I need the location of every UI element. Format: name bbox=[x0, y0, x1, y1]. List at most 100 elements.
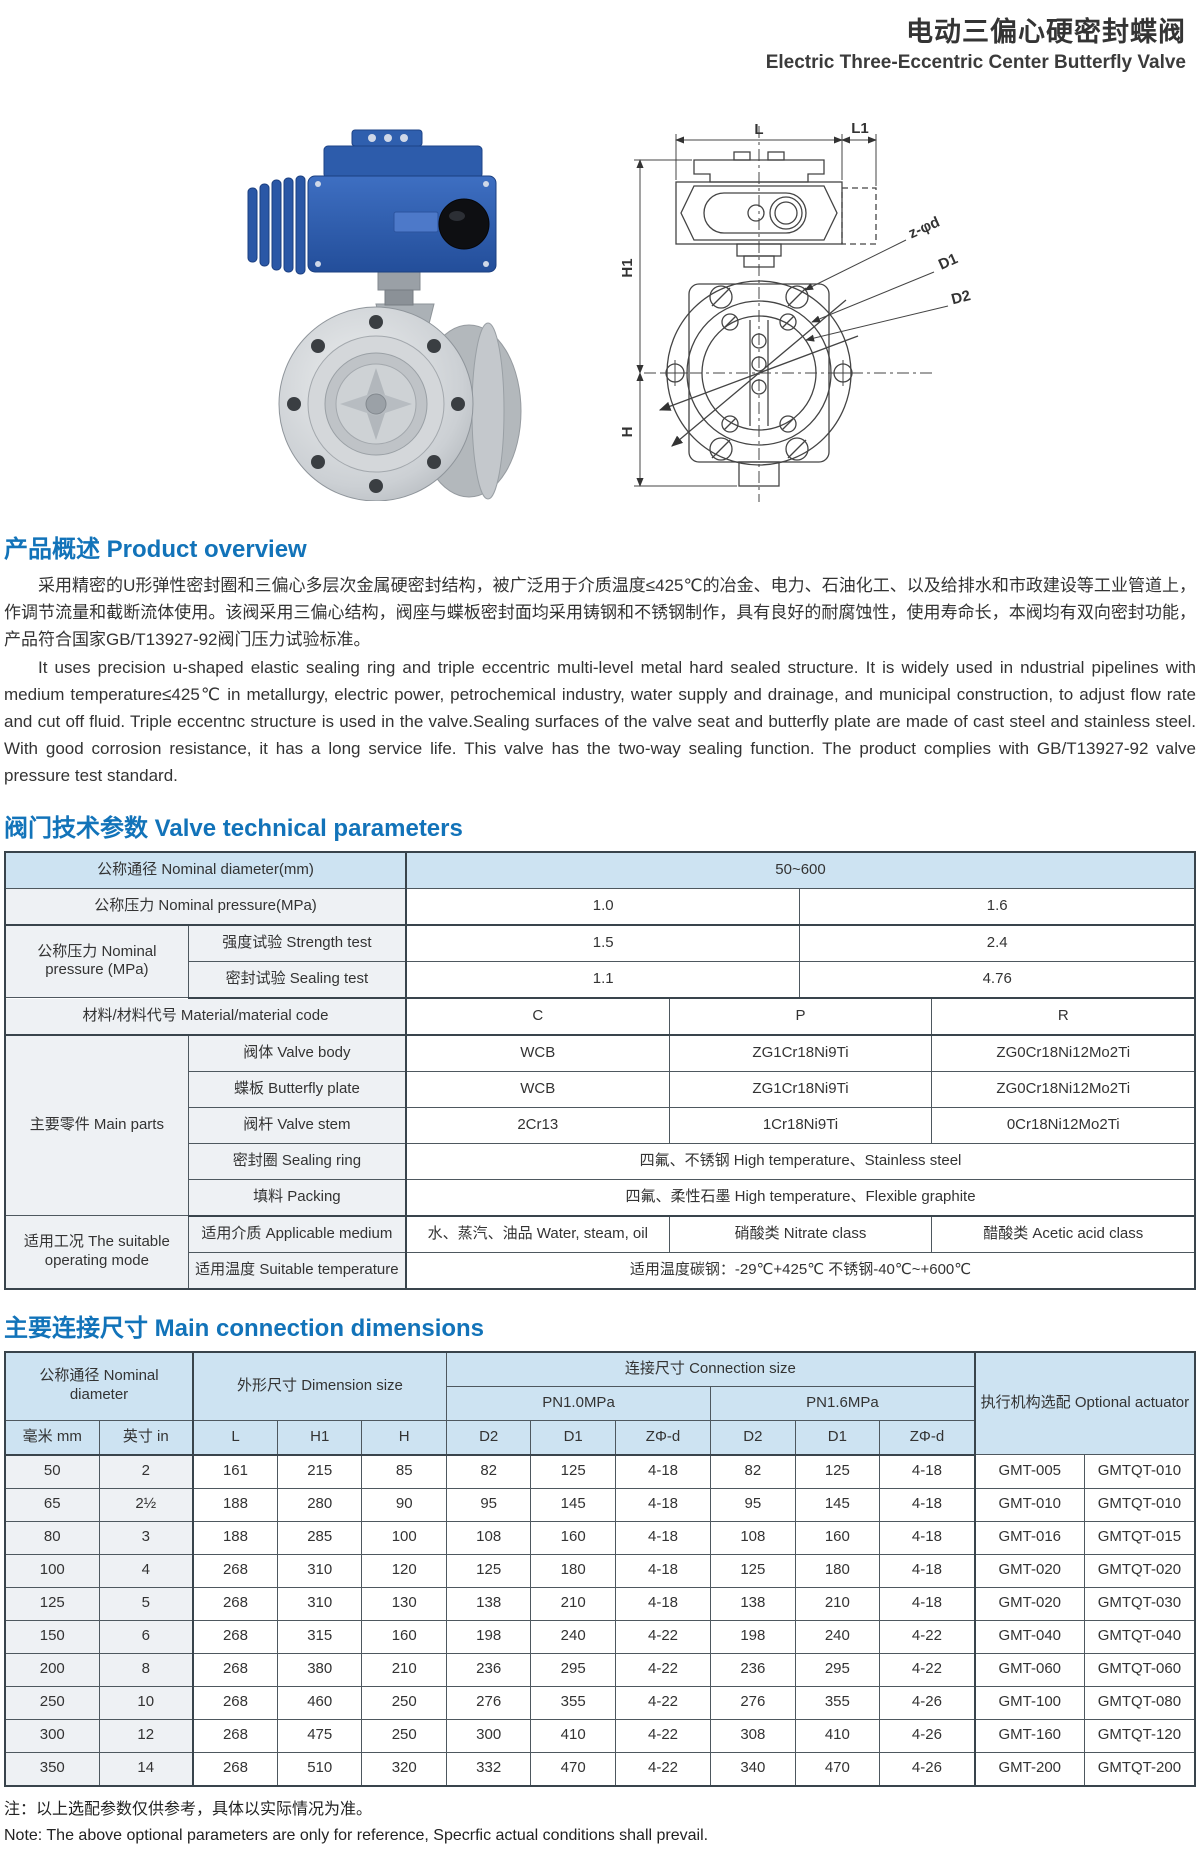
dimension-row: 100 4 268 310 120 125 180 4-18 125 180 4-18 GMT-020… bbox=[4, 1553, 1196, 1588]
dimension-cell: GMTQT-010 bbox=[1083, 1487, 1196, 1522]
dimension-cell: 268 bbox=[191, 1619, 278, 1654]
dimension-cell: 4-22 bbox=[614, 1652, 712, 1687]
dimension-cell: 50 bbox=[4, 1454, 100, 1489]
dimension-cell: 410 bbox=[794, 1718, 881, 1753]
dimension-cell: 250 bbox=[4, 1685, 100, 1720]
dimension-cell: 188 bbox=[191, 1520, 278, 1555]
header-col-d1a: D1 bbox=[530, 1419, 616, 1456]
dimension-cell: 198 bbox=[710, 1619, 796, 1654]
tech-value: 1.5 bbox=[405, 924, 801, 962]
actuator-knob bbox=[438, 198, 490, 250]
dimension-cell: 3 bbox=[98, 1520, 194, 1555]
dimension-cell: 4-22 bbox=[614, 1619, 712, 1654]
row-valve-body: 主要零件 Main parts 阀体 Valve body WCB ZG1Cr1… bbox=[4, 1034, 1196, 1216]
dim-label-d1: D1 bbox=[936, 250, 960, 273]
dimension-cell: GMT-020 bbox=[973, 1553, 1085, 1588]
tech-params-heading: 阀门技术参数 Valve technical parameters bbox=[4, 814, 463, 842]
dimension-cell: 125 bbox=[445, 1553, 532, 1588]
tech-value: WCB bbox=[405, 1034, 670, 1072]
dimension-cell: 475 bbox=[276, 1718, 363, 1753]
dimension-cell: 5 bbox=[98, 1586, 194, 1621]
dimension-cell: GMT-010 bbox=[973, 1487, 1085, 1522]
dimension-cell: GMT-060 bbox=[973, 1652, 1085, 1687]
dimension-cell: 460 bbox=[276, 1685, 363, 1720]
dimension-cell: GMT-200 bbox=[973, 1751, 1085, 1786]
dimension-cell: 125 bbox=[530, 1454, 616, 1489]
tech-value: 硝酸类 Nitrate class bbox=[668, 1215, 933, 1253]
tech-label: 公称通径 Nominal diameter(mm) bbox=[4, 851, 407, 889]
page-title-en: Electric Three-Eccentric Center Butterfl… bbox=[765, 52, 1186, 73]
dimension-cell: 10 bbox=[98, 1685, 194, 1720]
dimension-cell: 125 bbox=[4, 1586, 100, 1621]
dimension-cell: 295 bbox=[794, 1652, 881, 1687]
tech-sublabel: 适用介质 Applicable medium bbox=[187, 1215, 407, 1253]
tech-sublabel: 填料 Packing bbox=[187, 1178, 407, 1217]
dimension-cell: 210 bbox=[794, 1586, 881, 1621]
row-sealing-ring: 密封圈 Sealing ring 四氟、不锈钢 High temperature… bbox=[5, 1142, 1196, 1180]
tech-sublabel: 密封试验 Sealing test bbox=[187, 960, 407, 999]
tech-sublabel: 阀杆 Valve stem bbox=[187, 1106, 407, 1144]
dimension-cell: 82 bbox=[710, 1454, 796, 1489]
dimension-cell: 125 bbox=[710, 1553, 796, 1588]
dimension-cell: 100 bbox=[361, 1520, 447, 1555]
dimension-cell: 4-18 bbox=[879, 1454, 976, 1489]
tech-label: 材料/材料代号 Material/material code bbox=[4, 997, 407, 1036]
tech-params-table: 公称通径 Nominal diameter(mm) 50~600 公称压力 No… bbox=[4, 850, 1196, 1290]
tech-sublabel: 适用温度 Suitable temperature bbox=[187, 1251, 407, 1289]
dimension-cell: 250 bbox=[361, 1685, 447, 1720]
dimension-cell: 4-26 bbox=[879, 1751, 976, 1786]
dimension-cell: 180 bbox=[794, 1553, 881, 1588]
dim-label-zd: z-φd bbox=[906, 214, 943, 243]
tech-label: 公称压力 Nominal pressure(MPa) bbox=[4, 887, 407, 926]
overview-heading: 产品概述 Product overview bbox=[4, 536, 307, 563]
dimension-cell: 4-18 bbox=[879, 1586, 976, 1621]
dimension-cell: 300 bbox=[445, 1718, 532, 1753]
dim-label-h1: H1 bbox=[619, 258, 636, 277]
dimension-cell: 4-22 bbox=[879, 1619, 976, 1654]
dimension-cell: 308 bbox=[710, 1718, 796, 1753]
overview-paragraph-zh: 采用精密的U形弹性密封圈和三偏心多层次金属硬密封结构，被广泛用于介质温度≤425… bbox=[4, 576, 1196, 650]
dimension-cell: GMT-160 bbox=[973, 1718, 1085, 1753]
tech-value: R bbox=[931, 997, 1196, 1036]
dimension-cell: 340 bbox=[710, 1751, 796, 1786]
dimension-cell: 240 bbox=[794, 1619, 881, 1654]
dimension-cell: GMTQT-080 bbox=[1083, 1685, 1196, 1720]
tech-label: 主要零件 Main parts bbox=[4, 1034, 189, 1216]
dimension-drawing-svg: L L1 H1 H z-φd D1 D2 bbox=[619, 120, 972, 502]
tech-value: 50~600 bbox=[405, 851, 1196, 889]
dimension-cell: 160 bbox=[530, 1520, 616, 1555]
dimension-row: 300 12 268 475 250 300 410 4-22 308 410 4-26 GMT-16… bbox=[4, 1718, 1196, 1753]
dimension-cell: 8 bbox=[98, 1652, 194, 1687]
dimension-cell: 268 bbox=[191, 1586, 278, 1621]
dimension-cell: GMT-040 bbox=[973, 1619, 1085, 1654]
dimension-cell: GMTQT-120 bbox=[1083, 1718, 1196, 1753]
tech-value: 四氟、柔性石墨 High temperature、Flexible graphi… bbox=[405, 1178, 1196, 1217]
dim-label-l: L bbox=[754, 121, 763, 138]
dimension-cell: 4-18 bbox=[879, 1487, 976, 1522]
dimensions-header-row-3: 毫米 mm 英寸 in L H1 H D2 D1 ZΦ-d D2 D1 ZΦ-d bbox=[4, 1419, 1195, 1456]
tech-value: 醋酸类 Acetic acid class bbox=[931, 1215, 1196, 1253]
dimension-cell: 160 bbox=[361, 1619, 447, 1654]
header-col-d2b: D2 bbox=[710, 1419, 796, 1456]
dimension-cell: 4-18 bbox=[614, 1586, 712, 1621]
dimension-cell: 145 bbox=[794, 1487, 881, 1522]
row-packing: 填料 Packing 四氟、柔性石墨 High temperature、Flex… bbox=[5, 1178, 1196, 1217]
tech-value: 水、蒸汽、油品 Water, steam, oil bbox=[405, 1215, 670, 1253]
dim-label-h: H bbox=[619, 427, 636, 438]
dimension-cell: 161 bbox=[191, 1454, 278, 1489]
tech-sublabel: 密封圈 Sealing ring bbox=[187, 1142, 407, 1180]
header-pn10: PN1.0MPa bbox=[445, 1385, 712, 1421]
dimension-cell: 4-18 bbox=[614, 1553, 712, 1588]
dimension-cell: 180 bbox=[530, 1553, 616, 1588]
dimension-cell: 285 bbox=[276, 1520, 363, 1555]
dimension-cell: 210 bbox=[361, 1652, 447, 1687]
dimension-cell: 355 bbox=[794, 1685, 881, 1720]
dimension-row: 65 2½ 188 280 90 95 145 4-18 95 145 4-18 GMT-010 GMT… bbox=[4, 1487, 1196, 1522]
valve-product-photo bbox=[226, 116, 546, 506]
tech-sublabel: 蝶板 Butterfly plate bbox=[187, 1070, 407, 1108]
dimension-cell: 310 bbox=[276, 1553, 363, 1588]
dimension-cell: 300 bbox=[4, 1718, 100, 1753]
dimension-cell: 236 bbox=[445, 1652, 532, 1687]
dimension-cell: GMTQT-020 bbox=[1083, 1553, 1196, 1588]
row-nominal-diameter: 公称通径 Nominal diameter(mm) 50~600 bbox=[4, 851, 1196, 889]
